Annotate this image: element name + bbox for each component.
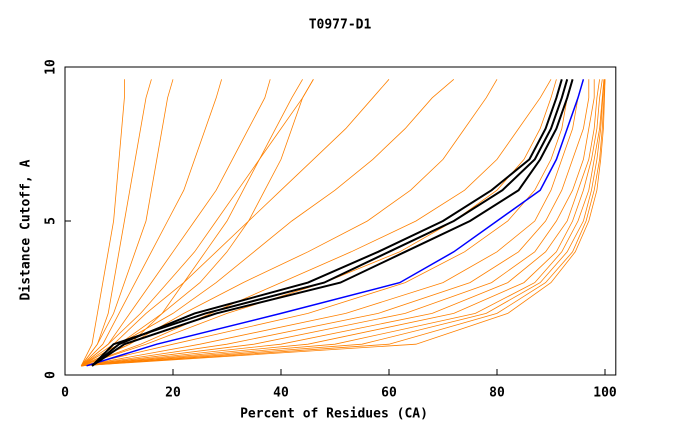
x-tick-label: 20 bbox=[165, 386, 181, 401]
data-line bbox=[86, 79, 585, 367]
data-line bbox=[80, 79, 271, 367]
x-tick-label: 0 bbox=[61, 386, 69, 401]
data-line bbox=[91, 79, 563, 367]
data-line bbox=[91, 79, 569, 367]
x-tick-label: 60 bbox=[381, 386, 397, 401]
y-tick-label: 5 bbox=[44, 217, 59, 225]
x-tick-label: 40 bbox=[273, 386, 289, 401]
data-line bbox=[81, 79, 595, 367]
data-line bbox=[81, 79, 605, 367]
data-line bbox=[81, 79, 584, 367]
data-line bbox=[81, 79, 314, 367]
data-line bbox=[81, 79, 573, 367]
data-line bbox=[80, 79, 125, 366]
plot-frame bbox=[64, 66, 617, 376]
data-line bbox=[80, 79, 390, 367]
data-line bbox=[81, 79, 606, 367]
data-line bbox=[81, 79, 590, 367]
data-line bbox=[81, 78, 455, 367]
data-line bbox=[81, 79, 600, 367]
x-tick-label: 80 bbox=[489, 386, 505, 401]
data-line bbox=[80, 79, 174, 367]
chart-title: T0977-D1 bbox=[309, 18, 372, 33]
data-line bbox=[81, 79, 606, 367]
y-tick-label: 0 bbox=[44, 371, 59, 379]
data-line bbox=[80, 79, 152, 367]
data-line bbox=[81, 79, 498, 367]
data-line bbox=[81, 79, 603, 367]
data-line bbox=[80, 79, 222, 367]
data-line bbox=[81, 79, 605, 367]
x-axis-label: Percent of Residues (CA) bbox=[240, 407, 428, 422]
x-tick-label: 100 bbox=[593, 386, 617, 401]
data-line bbox=[81, 79, 303, 367]
y-axis-label: Distance Cutoff, A bbox=[19, 159, 34, 300]
data-line bbox=[91, 79, 574, 367]
data-line bbox=[80, 79, 314, 367]
y-tick-label: 10 bbox=[44, 59, 59, 75]
